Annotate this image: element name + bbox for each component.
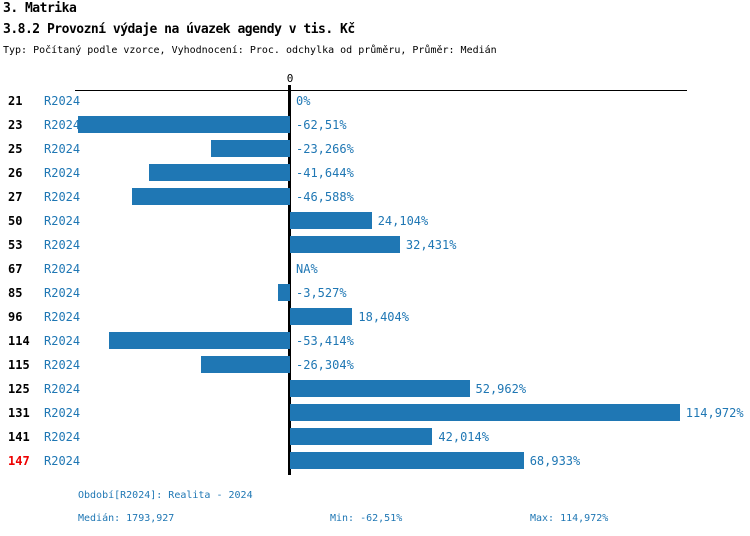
row-id-label: 21	[8, 94, 23, 108]
bar	[290, 308, 353, 325]
bar-value-label: -3,527%	[296, 286, 347, 300]
zero-tick-label: 0	[286, 72, 294, 85]
x-axis-line	[75, 90, 687, 91]
zero-axis-line	[288, 85, 291, 475]
chart-row: 131 R2024 114,972%	[0, 401, 750, 425]
bar	[290, 236, 400, 253]
row-period-label: R2024	[44, 262, 81, 276]
period-info: Období[R2024]: Realita - 2024	[78, 490, 253, 501]
bar	[290, 428, 433, 445]
chart-subtitle: Typ: Počítaný podle vzorce, Vyhodnocení:…	[3, 45, 497, 56]
bar	[148, 164, 290, 181]
bar-value-label: 52,962%	[475, 382, 527, 396]
bar	[290, 452, 524, 469]
bar-value-label: 68,933%	[529, 454, 581, 468]
row-id-label: 125	[8, 382, 30, 396]
bar-chart: 0 21 R2024 0% 23 R2024 -62,51% 25 R2024 -23,266%…	[0, 72, 750, 475]
chart-row: 67 R2024 NA%	[0, 257, 750, 281]
chart-row: 125 R2024 52,962%	[0, 377, 750, 401]
chart-title: 3.8.2 Provozní výdaje na úvazek agendy v…	[3, 22, 355, 37]
row-id-label: 23	[8, 118, 23, 132]
row-period-label: R2024	[44, 166, 81, 180]
row-period-label: R2024	[44, 382, 81, 396]
row-period-label: R2024	[44, 310, 81, 324]
bar	[278, 284, 290, 301]
row-period-label: R2024	[44, 430, 81, 444]
bar-value-label: 114,972%	[685, 406, 744, 420]
chart-row: 26 R2024 -41,644%	[0, 161, 750, 185]
row-period-label: R2024	[44, 238, 81, 252]
bar	[211, 140, 290, 157]
row-period-label: R2024	[44, 214, 81, 228]
row-id-label: 115	[8, 358, 30, 372]
row-period-label: R2024	[44, 286, 81, 300]
chart-row: 147 R2024 68,933%	[0, 449, 750, 473]
bar-value-label: -26,304%	[296, 358, 354, 372]
chart-row: 50 R2024 24,104%	[0, 209, 750, 233]
row-id-label: 131	[8, 406, 30, 420]
row-id-label: 114	[8, 334, 30, 348]
chart-row: 114 R2024 -53,414%	[0, 329, 750, 353]
row-id-label: 141	[8, 430, 30, 444]
chart-row: 23 R2024 -62,51%	[0, 113, 750, 137]
row-period-label: R2024	[44, 118, 81, 132]
bar-value-label: 0%	[296, 94, 311, 108]
min-stat: Min: -62,51%	[330, 513, 403, 524]
chart-row: 53 R2024 32,431%	[0, 233, 750, 257]
bar-value-label: -41,644%	[296, 166, 354, 180]
row-id-label: 26	[8, 166, 23, 180]
chart-row: 25 R2024 -23,266%	[0, 137, 750, 161]
row-id-label: 50	[8, 214, 23, 228]
bar	[200, 356, 290, 373]
chart-row: 21 R2024 0%	[0, 89, 750, 113]
row-period-label: R2024	[44, 454, 81, 468]
bar	[290, 380, 470, 397]
bar	[108, 332, 290, 349]
bar	[290, 404, 680, 421]
bar-value-label: 24,104%	[377, 214, 429, 228]
bar	[132, 188, 290, 205]
row-id-label: 25	[8, 142, 23, 156]
row-id-label: 147	[8, 454, 30, 468]
median-stat: Medián: 1793,927	[78, 513, 175, 524]
row-period-label: R2024	[44, 334, 81, 348]
row-id-label: 27	[8, 190, 23, 204]
row-id-label: 67	[8, 262, 23, 276]
chart-row: 96 R2024 18,404%	[0, 305, 750, 329]
chart-row: 141 R2024 42,014%	[0, 425, 750, 449]
bar-value-label: 18,404%	[358, 310, 409, 324]
max-stat: Max: 114,972%	[530, 513, 609, 524]
chart-row: 27 R2024 -46,588%	[0, 185, 750, 209]
row-period-label: R2024	[44, 406, 81, 420]
bar	[290, 212, 372, 229]
chart-row: 115 R2024 -26,304%	[0, 353, 750, 377]
bar-value-label: -23,266%	[296, 142, 354, 156]
row-period-label: R2024	[44, 358, 81, 372]
row-period-label: R2024	[44, 94, 81, 108]
row-period-label: R2024	[44, 190, 81, 204]
row-id-label: 53	[8, 238, 23, 252]
bar-value-label: -46,588%	[296, 190, 354, 204]
chart-row: 85 R2024 -3,527%	[0, 281, 750, 305]
chart-rows: 21 R2024 0% 23 R2024 -62,51% 25 R2024 -23,266% 26…	[0, 89, 750, 473]
bar-value-label: -53,414%	[296, 334, 354, 348]
row-id-label: 85	[8, 286, 23, 300]
bar-value-label: 42,014%	[438, 430, 489, 444]
row-period-label: R2024	[44, 142, 81, 156]
section-title: 3. Matrika	[3, 1, 77, 16]
bar-value-label: -62,51%	[296, 118, 347, 132]
bar	[78, 116, 290, 133]
row-id-label: 96	[8, 310, 23, 324]
bar-value-label: 32,431%	[405, 238, 457, 252]
bar-value-label: NA%	[296, 262, 318, 276]
